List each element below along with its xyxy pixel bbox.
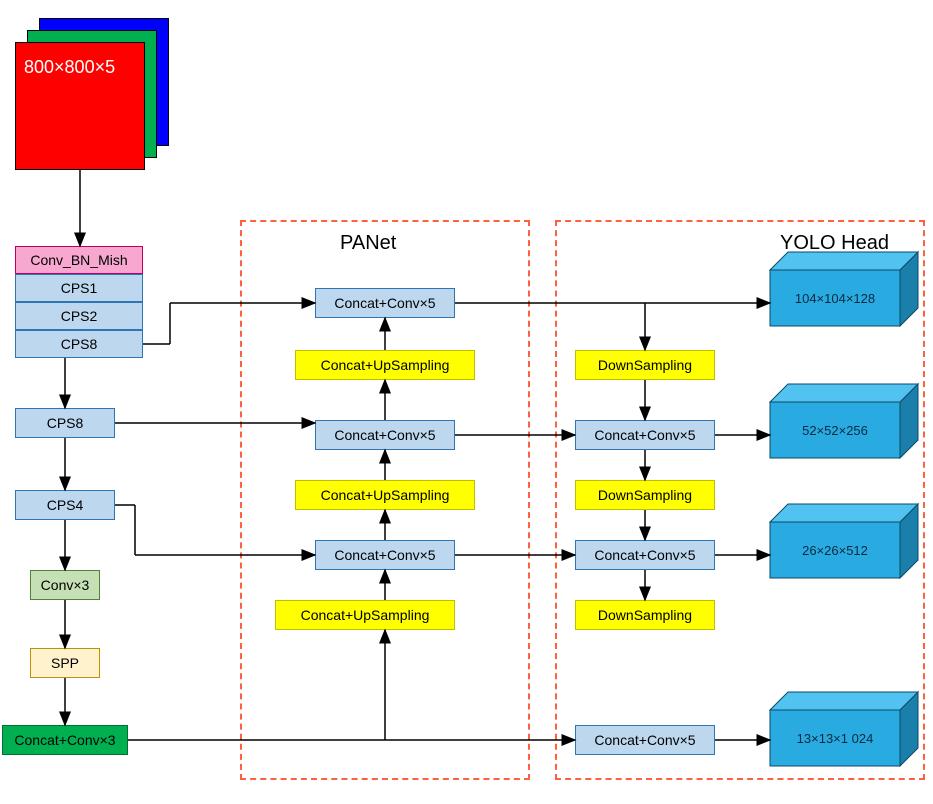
panet-cc2-label: Concat+Conv×5 <box>334 427 435 443</box>
right-cc3: Concat+Conv×5 <box>575 540 715 570</box>
panet-us3: Concat+UpSampling <box>275 600 455 630</box>
spp: SPP <box>30 648 100 678</box>
panet-title: PANet <box>340 232 396 255</box>
cps1-label: CPS1 <box>61 280 98 296</box>
right-cc2: Concat+Conv×5 <box>575 420 715 450</box>
cps2: CPS2 <box>15 302 143 330</box>
cps8-a: CPS8 <box>15 330 143 358</box>
cps4: CPS4 <box>15 490 115 520</box>
cps8-b: CPS8 <box>15 408 115 438</box>
conv-bn-mish-label: Conv_BN_Mish <box>30 252 127 268</box>
panet-us1: Concat+UpSampling <box>295 350 475 380</box>
concat-convx3-label: Concat+Conv×3 <box>14 732 115 748</box>
right-cc4-label: Concat+Conv×5 <box>594 732 695 748</box>
panet-cc2: Concat+Conv×5 <box>315 420 455 450</box>
yolo-head-title: YOLO Head <box>780 232 889 255</box>
panet-us2: Concat+UpSampling <box>295 480 475 510</box>
conv-bn-mish: Conv_BN_Mish <box>15 246 143 274</box>
right-cc4: Concat+Conv×5 <box>575 725 715 755</box>
right-cc2-label: Concat+Conv×5 <box>594 427 695 443</box>
right-ds3-label: DownSampling <box>598 607 692 623</box>
panet-cc1-label: Concat+Conv×5 <box>334 295 435 311</box>
panet-cc3: Concat+Conv×5 <box>315 540 455 570</box>
convx3-label: Conv×3 <box>41 577 90 593</box>
right-ds2-label: DownSampling <box>598 487 692 503</box>
right-ds1: DownSampling <box>575 350 715 380</box>
cps4-label: CPS4 <box>47 497 84 513</box>
panet-cc3-label: Concat+Conv×5 <box>334 547 435 563</box>
convx3: Conv×3 <box>30 570 100 600</box>
right-ds3: DownSampling <box>575 600 715 630</box>
cps1: CPS1 <box>15 274 143 302</box>
concat-convx3: Concat+Conv×3 <box>2 725 128 755</box>
panet-us1-label: Concat+UpSampling <box>321 357 450 373</box>
panet-us2-label: Concat+UpSampling <box>321 487 450 503</box>
input-label: 800×800×5 <box>24 57 115 78</box>
cps8-a-label: CPS8 <box>61 336 98 352</box>
right-ds1-label: DownSampling <box>598 357 692 373</box>
right-cc3-label: Concat+Conv×5 <box>594 547 695 563</box>
panet-us3-label: Concat+UpSampling <box>301 607 430 623</box>
spp-label: SPP <box>51 655 79 671</box>
input-square-1: 800×800×5 <box>15 42 145 170</box>
cps8-b-label: CPS8 <box>47 415 84 431</box>
panet-cc1: Concat+Conv×5 <box>315 288 455 318</box>
cps2-label: CPS2 <box>61 308 98 324</box>
right-ds2: DownSampling <box>575 480 715 510</box>
